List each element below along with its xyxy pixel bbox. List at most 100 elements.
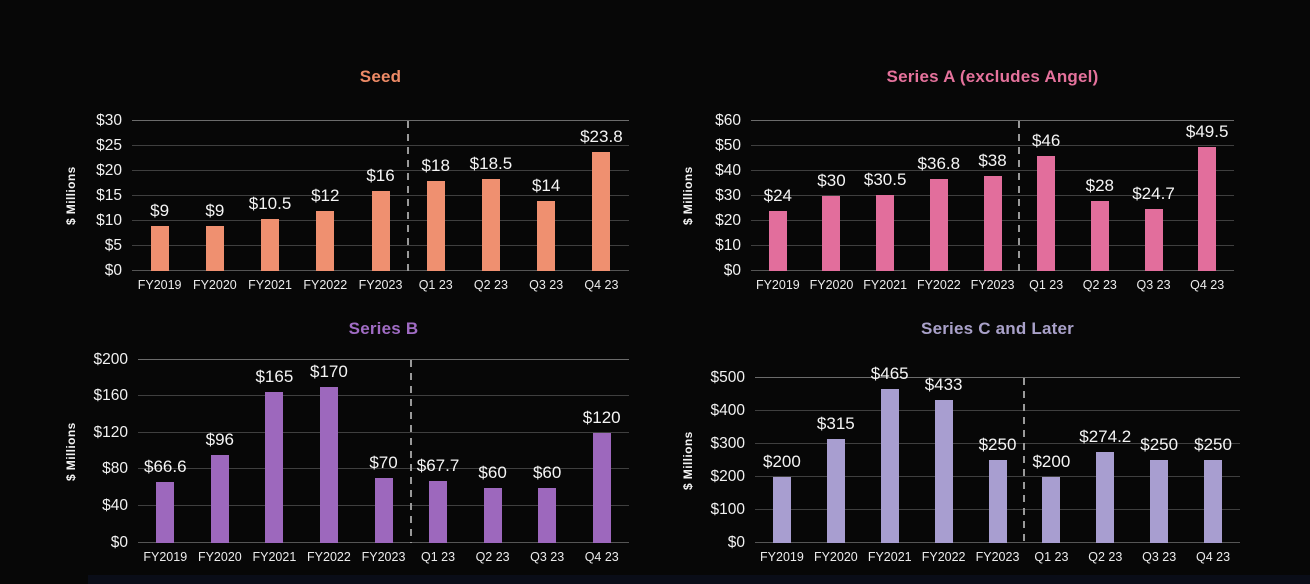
gridline bbox=[138, 358, 629, 360]
y-tick-label: $400 bbox=[710, 401, 745, 419]
y-axis-label: $ Millions bbox=[681, 430, 695, 490]
y-tick-label: $160 bbox=[93, 387, 128, 405]
x-tick-label: FY2019 bbox=[755, 278, 800, 292]
bar-value-label: $200 bbox=[763, 451, 801, 471]
x-axis-ticks: FY2019 FY2020 FY2021 FY2022 FY2023 Q1 23 Q2 23… bbox=[132, 271, 629, 293]
bar-fy2019 bbox=[768, 211, 787, 271]
x-tick-label: Q2 23 bbox=[1088, 549, 1123, 564]
bar-q2-23 bbox=[1090, 201, 1109, 271]
plot-area-series-c: $200 $315 $465 $433 $250 $200 $274.2 $250 $250 bbox=[755, 364, 1240, 543]
bar-value-label: $67.7 bbox=[416, 455, 460, 475]
x-tick-label: Q3 23 bbox=[1136, 278, 1171, 292]
bar-value-label: $18.5 bbox=[469, 153, 513, 173]
gridline bbox=[755, 442, 1240, 444]
bar-value-label: $24 bbox=[763, 186, 793, 205]
bar-q2-23 bbox=[481, 178, 500, 271]
bar-q1-23 bbox=[429, 480, 448, 543]
bar-q2-23 bbox=[483, 487, 502, 543]
bar-value-label: $250 bbox=[978, 435, 1017, 454]
bar-q1-23 bbox=[1037, 156, 1056, 271]
x-tick-label: FY2023 bbox=[975, 549, 1020, 564]
y-tick-label: $120 bbox=[93, 423, 128, 441]
y-tick-label: $80 bbox=[102, 460, 128, 478]
bar-fy2020 bbox=[210, 454, 229, 543]
bar-value-label: $18 bbox=[421, 156, 450, 175]
bar-value-label: $36.8 bbox=[917, 154, 961, 173]
bar-value-label: $12 bbox=[311, 186, 340, 205]
bar-fy2023 bbox=[371, 191, 390, 271]
x-tick-label: FY2020 bbox=[192, 278, 237, 292]
bar-value-label: $30 bbox=[817, 171, 846, 190]
x-tick-label: FY2019 bbox=[760, 549, 804, 564]
bar-value-label: $274.2 bbox=[1079, 427, 1132, 447]
x-tick-label: FY2023 bbox=[970, 278, 1015, 292]
y-axis-label: $ Millions bbox=[681, 166, 695, 226]
bar-value-label: $170 bbox=[310, 361, 348, 381]
x-tick-label: Q3 23 bbox=[1142, 549, 1177, 564]
bottom-accent-bar bbox=[88, 575, 1310, 584]
y-axis-ticks: $0 $100 $200 $300 $400 $500 bbox=[701, 369, 755, 551]
gridline bbox=[138, 395, 629, 397]
bar-value-label: $14 bbox=[531, 176, 561, 195]
bar-q1-23 bbox=[426, 181, 445, 271]
bar-value-label: $250 bbox=[1194, 435, 1232, 454]
bar-value-label: $70 bbox=[369, 453, 398, 473]
x-tick-label: Q4 23 bbox=[584, 549, 619, 564]
chart-series-a: Series A (excludes Angel) $ Millions $0 $… bbox=[655, 0, 1310, 300]
bar-value-label: $28 bbox=[1085, 176, 1115, 195]
y-tick-label: $25 bbox=[96, 137, 122, 154]
x-tick-label: FY2020 bbox=[197, 549, 242, 564]
bar-q4-23 bbox=[592, 152, 611, 271]
bar-q3-23 bbox=[537, 201, 556, 271]
bar-fy2022 bbox=[929, 179, 948, 271]
x-tick-label: FY2021 bbox=[867, 549, 912, 564]
x-tick-label: Q4 23 bbox=[584, 278, 619, 292]
bar-value-label: $16 bbox=[366, 166, 395, 186]
y-tick-label: $40 bbox=[715, 162, 741, 179]
x-tick-label: Q1 23 bbox=[421, 549, 456, 564]
y-tick-label: $30 bbox=[96, 112, 122, 129]
bar-fy2019 bbox=[150, 226, 169, 271]
bar-value-label: $66.6 bbox=[143, 456, 187, 476]
bar-value-label: $46 bbox=[1031, 131, 1061, 150]
bar-q4-23 bbox=[592, 432, 611, 543]
bar-fy2023 bbox=[983, 176, 1002, 271]
x-axis-ticks: FY2019 FY2020 FY2021 FY2022 FY2023 Q1 23 Q2 23… bbox=[755, 543, 1240, 565]
x-tick-label: FY2020 bbox=[809, 278, 854, 292]
y-tick-label: $300 bbox=[710, 434, 745, 452]
x-tick-label: Q1 23 bbox=[1034, 549, 1069, 564]
chart-series-c: Series C and Later $ Millions $0 $100 $200… bbox=[655, 300, 1310, 572]
y-tick-label: $200 bbox=[710, 467, 745, 485]
plot-area-series-a: $24 $30 $30.5 $36.8 $38 $46 $28 $24.7 $49.5 bbox=[751, 120, 1234, 271]
bar-value-label: $10.5 bbox=[248, 193, 292, 213]
x-tick-label: Q3 23 bbox=[530, 549, 565, 564]
y-tick-label: $200 bbox=[93, 350, 128, 368]
y-tick-label: $500 bbox=[710, 368, 745, 386]
bar-q4-23 bbox=[1204, 460, 1223, 543]
plot-area-seed: $9 $9 $10.5 $12 $16 $18 $18.5 $14 $23.8 bbox=[132, 120, 629, 271]
x-tick-label: Q3 23 bbox=[529, 278, 564, 292]
bar-value-label: $23.8 bbox=[580, 127, 623, 146]
y-tick-label: $20 bbox=[715, 212, 741, 229]
x-tick-label: FY2020 bbox=[813, 549, 858, 564]
bar-value-label: $60 bbox=[478, 462, 507, 482]
x-tick-label: Q2 23 bbox=[473, 278, 508, 292]
y-axis-ticks: $0 $10 $20 $30 $40 $50 $60 bbox=[701, 112, 751, 279]
bar-value-label: $465 bbox=[870, 364, 909, 384]
bar-value-label: $165 bbox=[255, 366, 294, 386]
bar-q3-23 bbox=[538, 487, 557, 543]
bar-value-label: $9 bbox=[150, 201, 170, 220]
gridline bbox=[132, 120, 629, 121]
bar-q3-23 bbox=[1144, 209, 1163, 271]
x-tick-label: FY2021 bbox=[252, 549, 297, 564]
gridline bbox=[132, 170, 629, 171]
bar-value-label: $9 bbox=[205, 201, 225, 220]
bar-q2-23 bbox=[1096, 452, 1115, 543]
y-tick-label: $100 bbox=[710, 500, 745, 518]
fiscal-quarter-separator-line bbox=[1018, 121, 1021, 271]
y-tick-label: $10 bbox=[96, 212, 122, 229]
bar-fy2021 bbox=[261, 218, 280, 271]
gridline bbox=[138, 431, 629, 433]
x-tick-label: Q2 23 bbox=[475, 549, 510, 564]
